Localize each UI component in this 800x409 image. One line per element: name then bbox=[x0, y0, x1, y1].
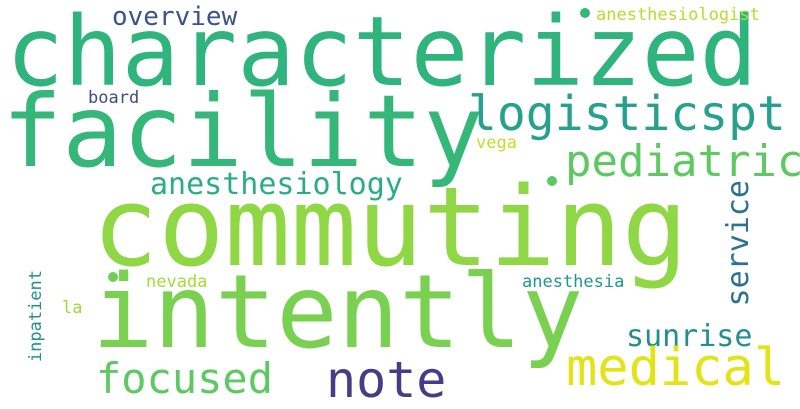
word-medical: medical bbox=[566, 338, 786, 398]
word-la: la bbox=[62, 298, 83, 318]
word-logisticspt: logisticspt bbox=[468, 86, 786, 142]
word-nevada: nevada bbox=[146, 272, 208, 292]
word-board: board bbox=[88, 88, 140, 108]
word-overview: overview bbox=[112, 2, 238, 32]
word-commuting: commuting bbox=[92, 163, 689, 291]
word-characterized: characterized bbox=[6, 0, 758, 108]
word-sunrise: sunrise bbox=[626, 319, 753, 354]
word-intently: intently bbox=[92, 253, 584, 372]
word-anesthesiology: anesthesiology bbox=[150, 167, 403, 202]
word-facility: facility bbox=[2, 73, 484, 190]
dot-left bbox=[108, 272, 118, 282]
word-inpatient: inpatient bbox=[26, 270, 46, 363]
word-pediatric: pediatric bbox=[565, 136, 800, 187]
word-note: note bbox=[326, 351, 447, 409]
word-service: service bbox=[721, 180, 756, 307]
word-anesthesia: anesthesia bbox=[522, 272, 625, 292]
dot-mid bbox=[547, 176, 557, 186]
word-vega: vega bbox=[476, 133, 517, 153]
word-anesthesiologist: anesthesiologist bbox=[596, 5, 760, 25]
word-focused: focused bbox=[96, 354, 274, 403]
dot-top bbox=[580, 8, 590, 18]
